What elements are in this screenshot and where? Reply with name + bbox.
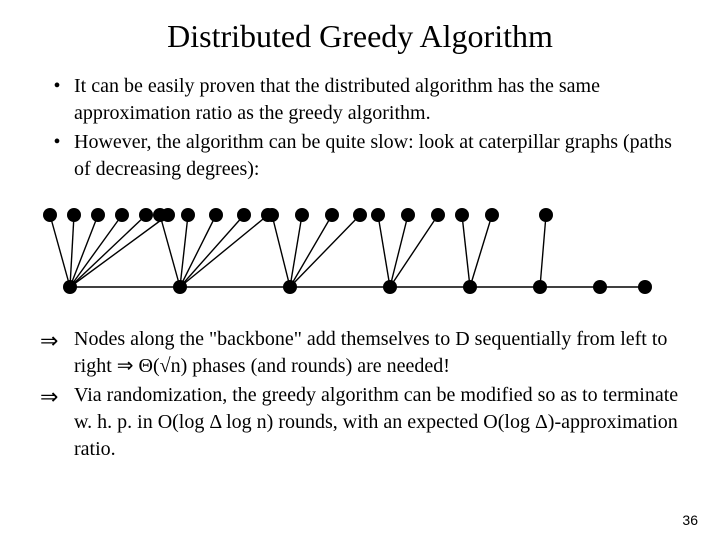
bullet-text: However, the algorithm can be quite slow… [74,129,690,183]
caterpillar-graph [40,197,680,312]
bullet-item: ⇒ Nodes along the "backbone" add themsel… [40,326,690,380]
bottom-bullet-list: ⇒ Nodes along the "backbone" add themsel… [40,326,690,463]
top-bullet-list: • It can be easily proven that the distr… [40,73,690,183]
page-title: Distributed Greedy Algorithm [30,18,690,55]
page-number: 36 [682,512,698,528]
implies-arrow-icon: ⇒ [40,382,74,412]
bullet-dot-icon: • [40,129,74,156]
caterpillar-graph-svg [40,197,680,307]
bullet-item: • However, the algorithm can be quite sl… [40,129,690,183]
bullet-text: It can be easily proven that the distrib… [74,73,690,127]
bullet-item: • It can be easily proven that the distr… [40,73,690,127]
implies-arrow-icon: ⇒ [40,326,74,356]
bullet-item: ⇒ Via randomization, the greedy algorith… [40,382,690,463]
bullet-dot-icon: • [40,73,74,100]
bullet-text: Nodes along the "backbone" add themselve… [74,326,690,380]
bullet-text: Via randomization, the greedy algorithm … [74,382,690,463]
